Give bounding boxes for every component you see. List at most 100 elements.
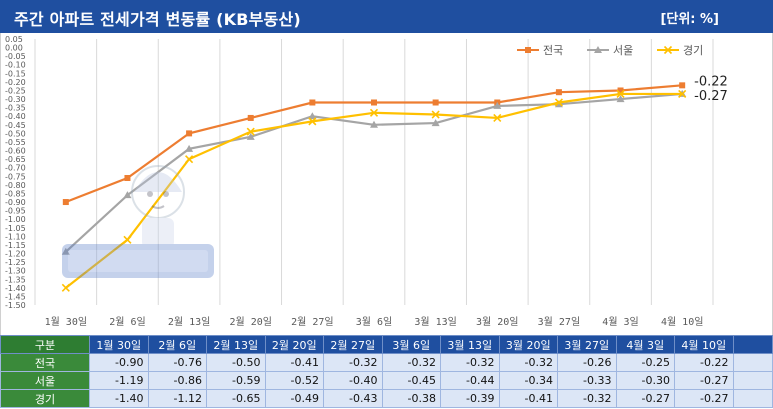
data-point-경기 [185, 155, 194, 164]
y-tick-label: -0.30 [5, 95, 26, 104]
data-point-전국 [432, 99, 439, 106]
y-tick-label: -0.65 [5, 155, 26, 164]
y-tick-label: -0.50 [5, 129, 26, 138]
y-tick-label: 0.00 [5, 44, 23, 53]
table-cell: -0.90 [89, 353, 149, 372]
table-column-header: 4월 3일 [615, 335, 675, 354]
table-cell: -1.19 [89, 371, 149, 390]
data-point-경기 [308, 117, 317, 126]
table-column-header: 4월 10일 [674, 335, 734, 354]
x-tick-label: 3월 27일 [538, 316, 580, 328]
y-tick-label: -1.30 [5, 267, 26, 276]
y-tick-label: -0.35 [5, 104, 26, 113]
data-point-서울 [123, 191, 132, 199]
table-column-header: 3월 20일 [498, 335, 558, 354]
table-cell: -0.52 [264, 371, 324, 390]
data-point-전국 [371, 99, 377, 106]
y-tick-label: -0.55 [5, 138, 26, 147]
data-point-서울 [185, 144, 194, 152]
data-point-경기 [246, 127, 255, 136]
y-tick-label: -0.95 [5, 207, 26, 216]
x-tick-label: 3월 20일 [476, 316, 518, 328]
y-tick-label: -0.90 [5, 198, 26, 207]
table-cell: -0.59 [206, 371, 266, 390]
x-tick-label: 2월 13일 [168, 316, 210, 328]
y-tick-label: -0.05 [5, 52, 26, 61]
y-tick-label: -0.80 [5, 181, 26, 190]
data-point-전국 [186, 130, 193, 137]
legend-label-경기: 경기 [683, 44, 703, 57]
x-tick-label: 2월 27일 [291, 316, 333, 328]
data-point-서울 [61, 247, 70, 255]
data-point-경기 [369, 108, 379, 117]
data-point-서울 [308, 112, 317, 120]
table-cell: -0.32 [498, 353, 558, 372]
data-point-전국 [679, 82, 686, 89]
y-tick-label: -1.05 [5, 224, 26, 233]
x-tick-label: 2월 6일 [109, 316, 145, 328]
data-point-경기 [678, 89, 687, 98]
data-point-경기 [123, 235, 132, 244]
table-cell: -0.49 [264, 389, 324, 408]
y-tick-label: -1.40 [5, 284, 26, 293]
data-point-서울 [370, 120, 378, 128]
y-tick-label: -0.70 [5, 164, 26, 173]
table-cell: -0.32 [557, 389, 617, 408]
data-point-전국 [247, 114, 254, 121]
y-tick-label: -1.45 [5, 292, 26, 301]
data-point-경기 [431, 110, 440, 119]
table-cell: -1.12 [147, 389, 207, 408]
table-row: 서울 -1.19 -0.86 -0.59 -0.52 -0.40 -0.45 -0.44 -0.… [0, 371, 773, 390]
table-cell: -0.32 [323, 353, 383, 372]
table-cell: -0.41 [264, 353, 324, 372]
table-cell: -0.25 [615, 353, 675, 372]
table-cell: -0.43 [323, 389, 383, 408]
end-value-label: -0.22 [694, 74, 728, 89]
x-tick-label: 3월 13일 [414, 316, 456, 328]
table-cell: -1.40 [89, 389, 149, 408]
table-cell: -0.34 [498, 371, 558, 390]
table-column-header: 2월 13일 [206, 335, 266, 354]
table-cell: -0.40 [323, 371, 383, 390]
data-point-전국 [309, 99, 316, 106]
table-column-header: 3월 27일 [557, 335, 617, 354]
data-point-경기 [61, 283, 70, 292]
y-tick-label: -0.85 [5, 189, 26, 198]
table-row: 전국 -0.90 -0.76 -0.50 -0.41 -0.32 -0.32 -0.32 -0.… [0, 353, 773, 372]
legend-marker [663, 45, 673, 55]
y-tick-label: -1.00 [5, 215, 26, 224]
table-column-header: 2월 27일 [323, 335, 383, 354]
table-column-header: 3월 13일 [440, 335, 500, 354]
data-point-전국 [62, 199, 69, 206]
table-row: 경기 -1.40 -1.12 -0.65 -0.49 -0.43 -0.38 -0.39 -0.… [0, 389, 773, 408]
table-cell: -0.33 [557, 371, 617, 390]
table-cell: -0.39 [440, 389, 500, 408]
data-point-경기 [493, 113, 502, 123]
table-spacer-header [732, 335, 773, 354]
data-point-서울 [246, 132, 255, 140]
y-tick-label: -1.25 [5, 258, 26, 267]
table-column-header: 1월 30일 [89, 335, 149, 354]
x-tick-label: 2월 20일 [229, 316, 271, 328]
y-tick-label: -0.15 [5, 69, 26, 78]
data-point-경기 [616, 89, 625, 98]
legend-label-서울: 서울 [613, 44, 633, 57]
chart-area: 0.05 0.00 -0.05 -0.10 -0.15 -0.20 -0.25 -0.30 -0… [0, 33, 773, 335]
page-title: 주간 아파트 전세가격 변동률 (KB부동산) [14, 10, 301, 29]
y-tick-label: -0.10 [5, 61, 26, 70]
table-cell: -0.27 [615, 389, 675, 408]
table-spacer-cell [732, 353, 773, 372]
end-value-label: -0.27 [694, 89, 728, 104]
table-column-header: 2월 6일 [147, 335, 207, 354]
table-column-header: 2월 20일 [264, 335, 324, 354]
y-tick-label: -0.20 [5, 78, 26, 87]
line-chart: 0.050.00-0.05-0.10-0.15-0.20-0.25-0.30-0… [5, 35, 728, 328]
y-tick-label: -0.40 [5, 112, 26, 121]
y-tick-label: 0.05 [5, 35, 23, 44]
table-column-header: 3월 6일 [381, 335, 441, 354]
table-row-header: 경기 [0, 389, 90, 408]
data-point-서울 [431, 119, 440, 127]
x-tick-label: 4월 3일 [602, 316, 638, 328]
x-tick-label: 4월 10일 [661, 316, 703, 328]
data-point-서울 [493, 101, 502, 109]
